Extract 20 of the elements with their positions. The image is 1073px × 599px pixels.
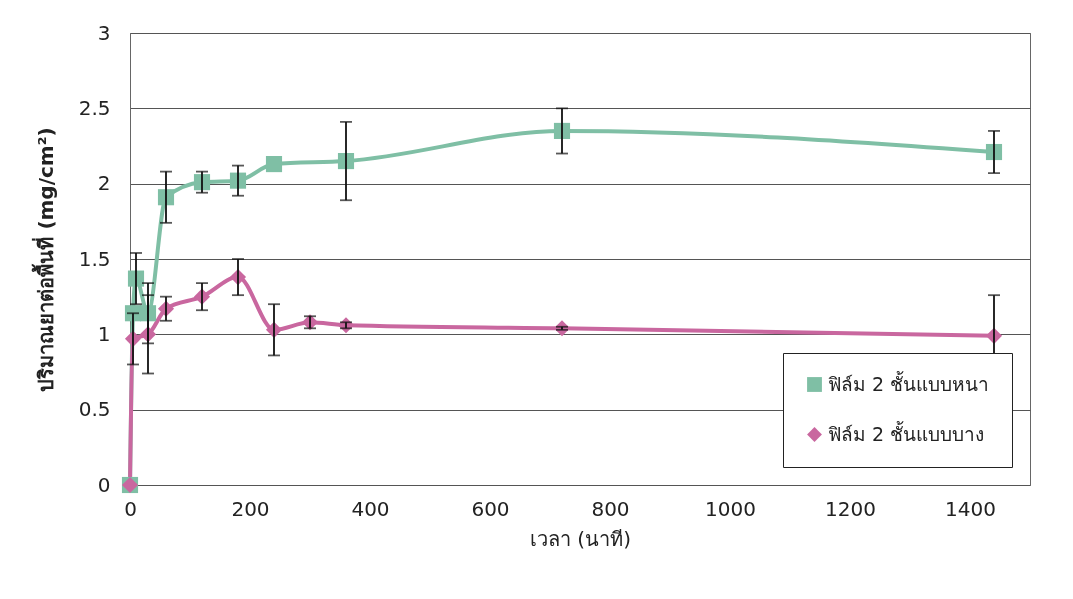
legend-label: ฟิล์ม 2 ชั้นแบบบาง: [828, 420, 985, 445]
point: [265, 156, 283, 173]
x-tick-label: 1000: [705, 496, 756, 521]
x-axis-title: เวลา (นาที): [530, 526, 631, 551]
x-tick-label: 400: [351, 496, 390, 521]
y-tick-label: 2.5: [78, 95, 111, 120]
y-tick-label: 1: [97, 321, 111, 346]
y-tick-label: 2: [97, 171, 111, 196]
y-tick-label: 0.5: [78, 397, 111, 422]
y-tick-label: 0: [97, 472, 111, 497]
x-tick-label: 0: [124, 496, 137, 521]
x-tick-label: 1400: [945, 496, 996, 521]
x-tick-label: 1200: [825, 496, 876, 521]
y-axis-title: ปริมาณยาต่อพื้นที่ (mg/cm²): [30, 127, 58, 392]
x-tick-label: 600: [471, 496, 510, 521]
legend-label: ฟิล์ม 2 ชั้นแบบหนา: [828, 370, 990, 395]
x-tick-label: 200: [231, 496, 270, 521]
y-tick-label: 1.5: [78, 246, 111, 271]
x-tick-label: 800: [591, 496, 630, 521]
y-tick-label: 3: [97, 20, 111, 45]
